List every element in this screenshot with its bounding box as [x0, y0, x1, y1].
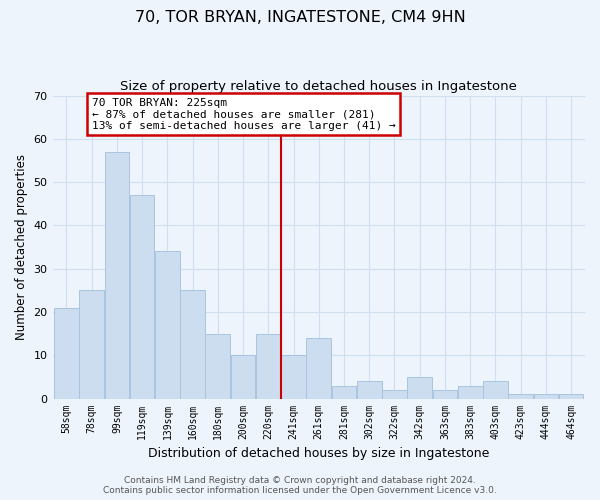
Text: Contains HM Land Registry data © Crown copyright and database right 2024.
Contai: Contains HM Land Registry data © Crown c… [103, 476, 497, 495]
Bar [256, 334, 281, 398]
Bar [54, 308, 79, 398]
Bar [407, 377, 432, 398]
Text: 70 TOR BRYAN: 225sqm
← 87% of detached houses are smaller (281)
13% of semi-deta: 70 TOR BRYAN: 225sqm ← 87% of detached h… [92, 98, 395, 131]
Bar [155, 252, 180, 398]
Bar [130, 195, 154, 398]
Y-axis label: Number of detached properties: Number of detached properties [15, 154, 28, 340]
Bar [483, 381, 508, 398]
Bar [231, 356, 256, 399]
Bar [382, 390, 407, 398]
Bar [307, 338, 331, 398]
Bar [357, 381, 382, 398]
Bar [533, 394, 558, 398]
Title: Size of property relative to detached houses in Ingatestone: Size of property relative to detached ho… [121, 80, 517, 93]
Text: 70, TOR BRYAN, INGATESTONE, CM4 9HN: 70, TOR BRYAN, INGATESTONE, CM4 9HN [134, 10, 466, 25]
Bar [180, 290, 205, 399]
Bar [281, 356, 306, 399]
Bar [433, 390, 457, 398]
Bar [79, 290, 104, 399]
Bar [332, 386, 356, 398]
X-axis label: Distribution of detached houses by size in Ingatestone: Distribution of detached houses by size … [148, 447, 490, 460]
Bar [508, 394, 533, 398]
Bar [104, 152, 129, 398]
Bar [458, 386, 482, 398]
Bar [559, 394, 583, 398]
Bar [205, 334, 230, 398]
